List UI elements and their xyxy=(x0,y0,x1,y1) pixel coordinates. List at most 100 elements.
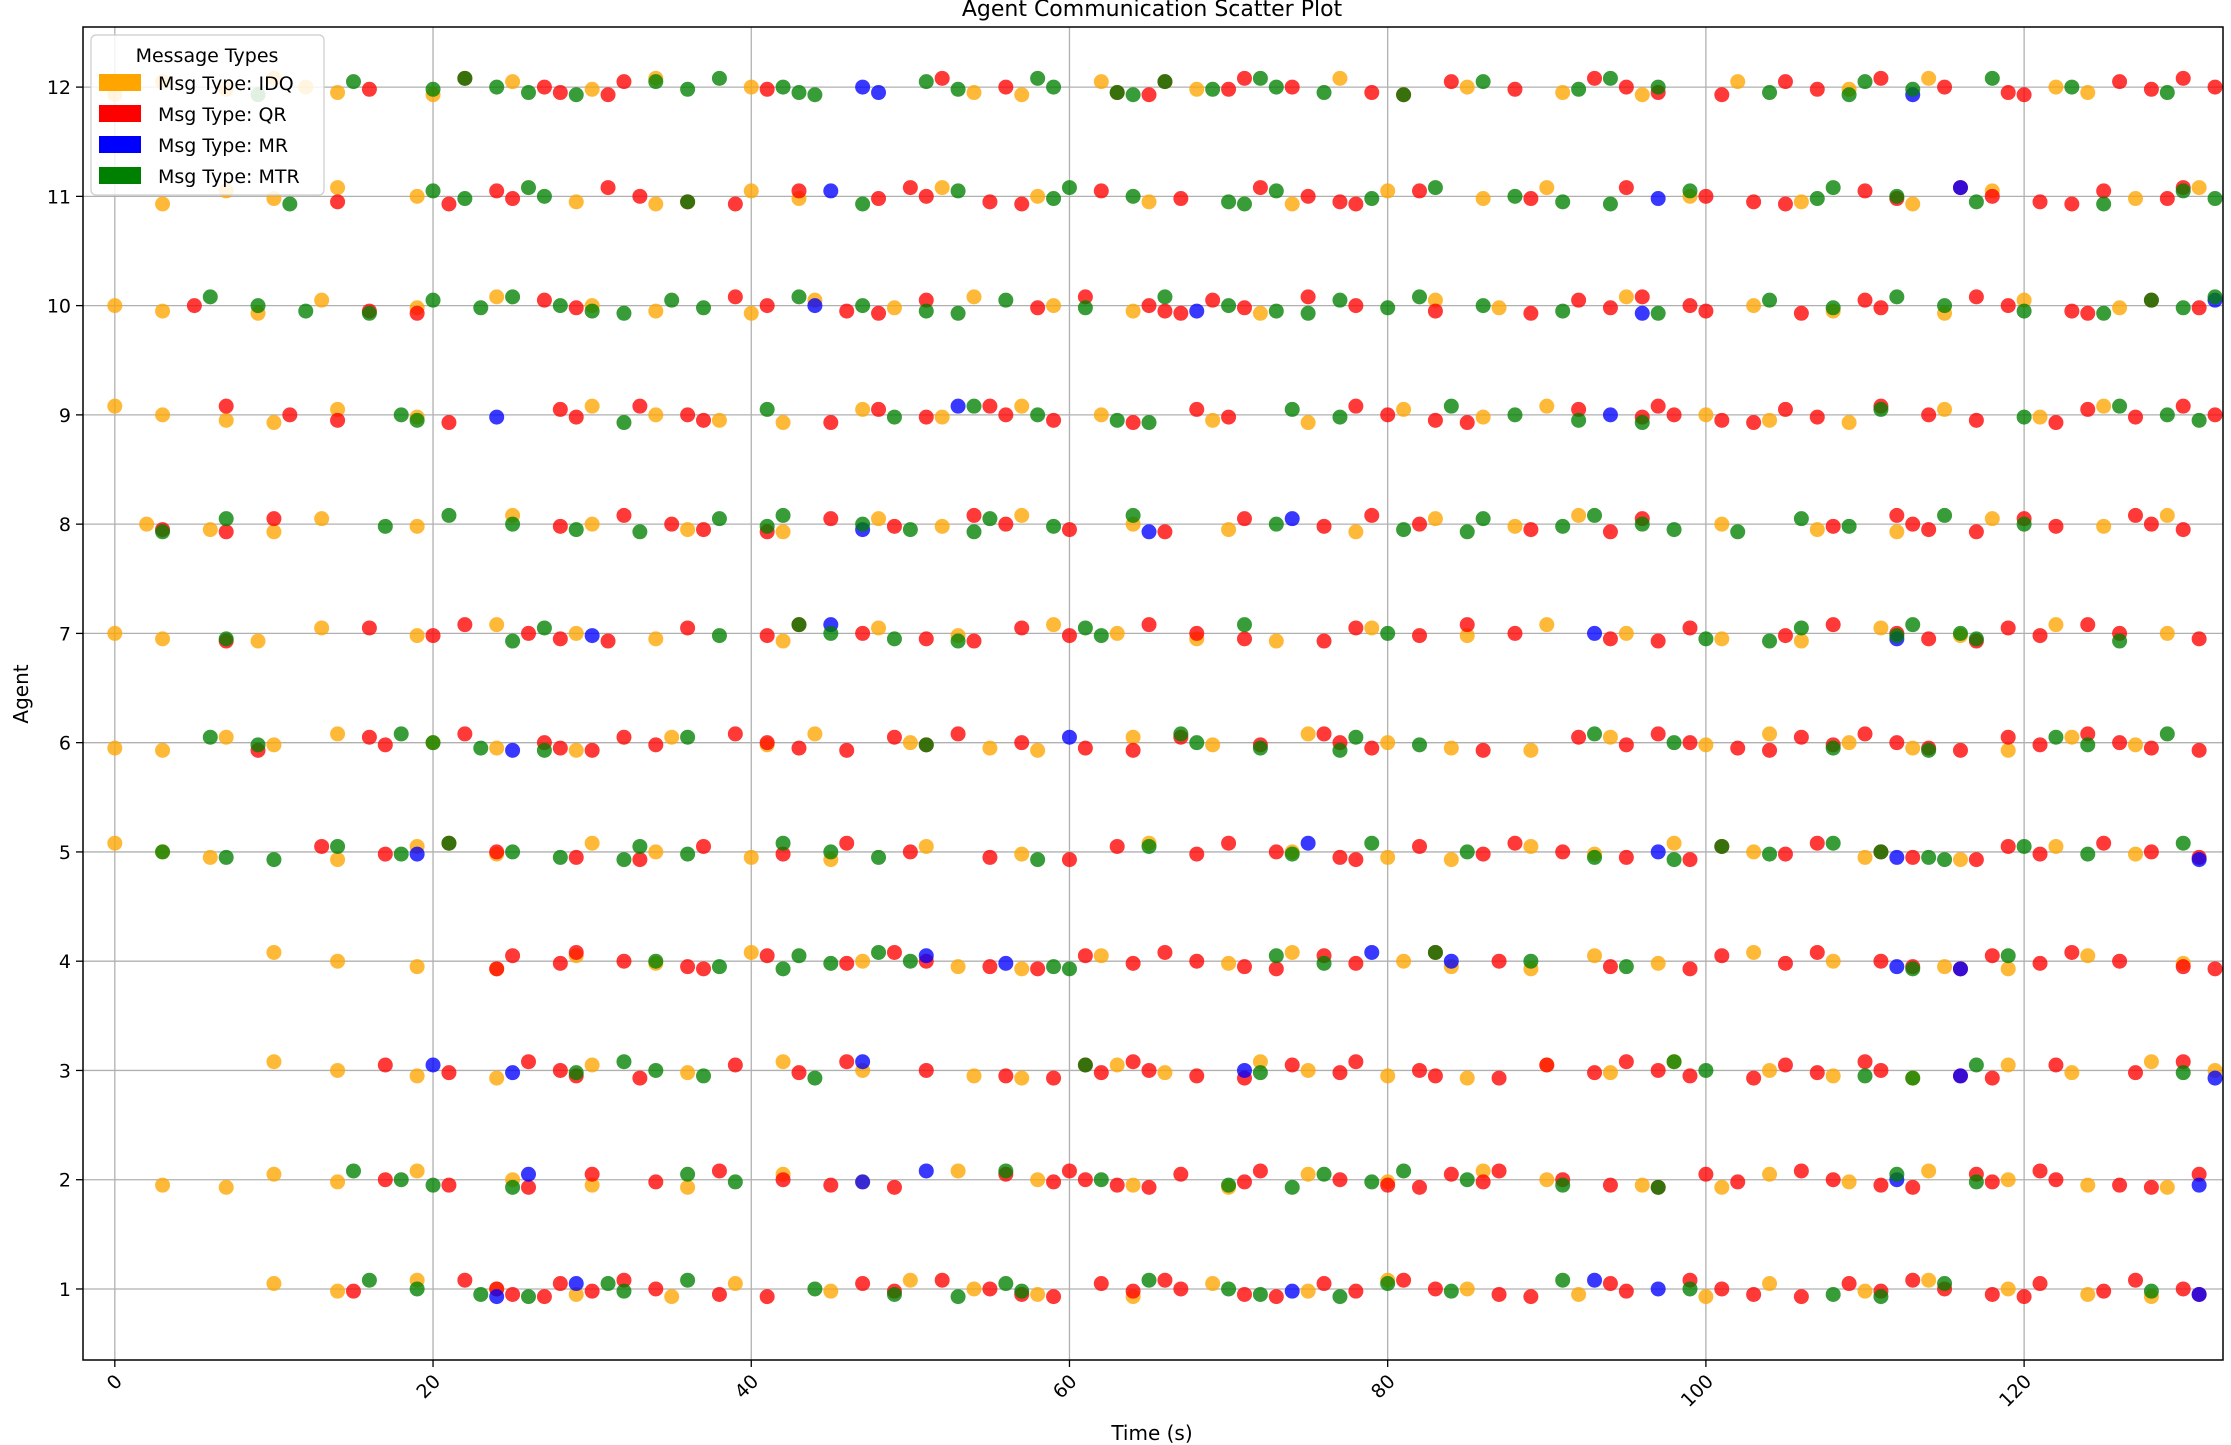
data-point xyxy=(1236,1062,1252,1078)
data-point xyxy=(1666,852,1682,868)
data-point xyxy=(1762,742,1778,758)
data-point xyxy=(1682,961,1698,977)
data-point xyxy=(1046,79,1062,95)
data-point xyxy=(584,1177,600,1193)
data-point xyxy=(568,522,584,538)
data-point xyxy=(2096,835,2112,851)
data-point xyxy=(218,412,234,428)
data-point xyxy=(1666,1054,1682,1070)
data-point xyxy=(600,1276,616,1292)
data-point xyxy=(1014,196,1030,212)
data-point xyxy=(330,1174,346,1190)
data-point xyxy=(1348,298,1364,314)
series-msg-type-mr xyxy=(409,79,2223,1305)
data-point xyxy=(1921,1272,1937,1288)
data-point xyxy=(1332,194,1348,210)
data-point xyxy=(552,401,568,417)
data-point xyxy=(966,289,982,305)
data-point xyxy=(1093,948,1109,964)
y-tick-label: 4 xyxy=(59,951,71,973)
data-point xyxy=(377,518,393,534)
data-point xyxy=(1507,835,1523,851)
data-point xyxy=(1777,955,1793,971)
data-point xyxy=(1571,292,1587,308)
data-point xyxy=(1841,1174,1857,1190)
data-point xyxy=(377,737,393,753)
data-point xyxy=(1873,401,1889,417)
data-point xyxy=(823,415,839,431)
data-point xyxy=(966,85,982,101)
data-point xyxy=(1459,1281,1475,1297)
data-point xyxy=(632,398,648,414)
data-point xyxy=(1793,1163,1809,1179)
data-point xyxy=(1412,183,1428,199)
data-point xyxy=(489,1289,505,1305)
y-tick-label: 6 xyxy=(59,733,71,755)
data-point xyxy=(1014,507,1030,523)
data-point xyxy=(1618,849,1634,865)
data-point xyxy=(807,1281,823,1297)
data-point xyxy=(1125,742,1141,758)
data-point xyxy=(1141,415,1157,431)
data-point xyxy=(616,507,632,523)
data-point xyxy=(1602,1276,1618,1292)
data-point xyxy=(409,959,425,975)
data-point xyxy=(998,516,1014,532)
data-point xyxy=(2048,415,2064,431)
data-point xyxy=(1889,735,1905,751)
data-point xyxy=(1555,194,1571,210)
data-point xyxy=(1793,511,1809,527)
data-point xyxy=(855,625,871,641)
data-point xyxy=(409,412,425,428)
data-point xyxy=(1284,79,1300,95)
data-point xyxy=(457,617,473,633)
data-point xyxy=(1380,1068,1396,1084)
data-point xyxy=(982,1281,998,1297)
data-point xyxy=(918,948,934,964)
data-point xyxy=(1205,737,1221,753)
data-point xyxy=(1348,620,1364,636)
data-point xyxy=(377,1057,393,1073)
data-point xyxy=(1825,835,1841,851)
data-point xyxy=(1252,1286,1268,1302)
data-point xyxy=(552,631,568,647)
x-axis-label: Time (s) xyxy=(1110,1421,1192,1445)
data-point xyxy=(425,1177,441,1193)
data-point xyxy=(950,305,966,321)
data-point xyxy=(1014,961,1030,977)
data-point xyxy=(521,1179,537,1195)
data-point xyxy=(1698,1166,1714,1182)
data-point xyxy=(775,846,791,862)
data-point xyxy=(1348,955,1364,971)
data-point xyxy=(2191,412,2207,428)
data-point xyxy=(155,1177,171,1193)
data-point xyxy=(1905,1070,1921,1086)
data-point xyxy=(1873,844,1889,860)
data-point xyxy=(1061,961,1077,977)
data-point xyxy=(155,524,171,540)
data-point xyxy=(1984,948,2000,964)
data-point xyxy=(155,407,171,423)
data-point xyxy=(2016,838,2032,854)
data-point xyxy=(1714,838,1730,854)
data-point xyxy=(2191,742,2207,758)
y-tick-label: 7 xyxy=(59,623,71,645)
data-point xyxy=(711,1286,727,1302)
data-point xyxy=(505,633,521,649)
data-point xyxy=(1459,524,1475,540)
data-point xyxy=(584,398,600,414)
data-point xyxy=(155,844,171,860)
data-point xyxy=(2127,191,2143,207)
data-point xyxy=(1968,412,1984,428)
data-point xyxy=(1825,1286,1841,1302)
data-point xyxy=(1300,415,1316,431)
data-point xyxy=(1412,516,1428,532)
data-point xyxy=(1030,1286,1046,1302)
data-point xyxy=(1046,412,1062,428)
data-point xyxy=(1236,70,1252,86)
data-point xyxy=(1857,74,1873,90)
data-point xyxy=(966,1068,982,1084)
data-point xyxy=(1157,1272,1173,1288)
data-point xyxy=(918,303,934,319)
data-point xyxy=(361,729,377,745)
